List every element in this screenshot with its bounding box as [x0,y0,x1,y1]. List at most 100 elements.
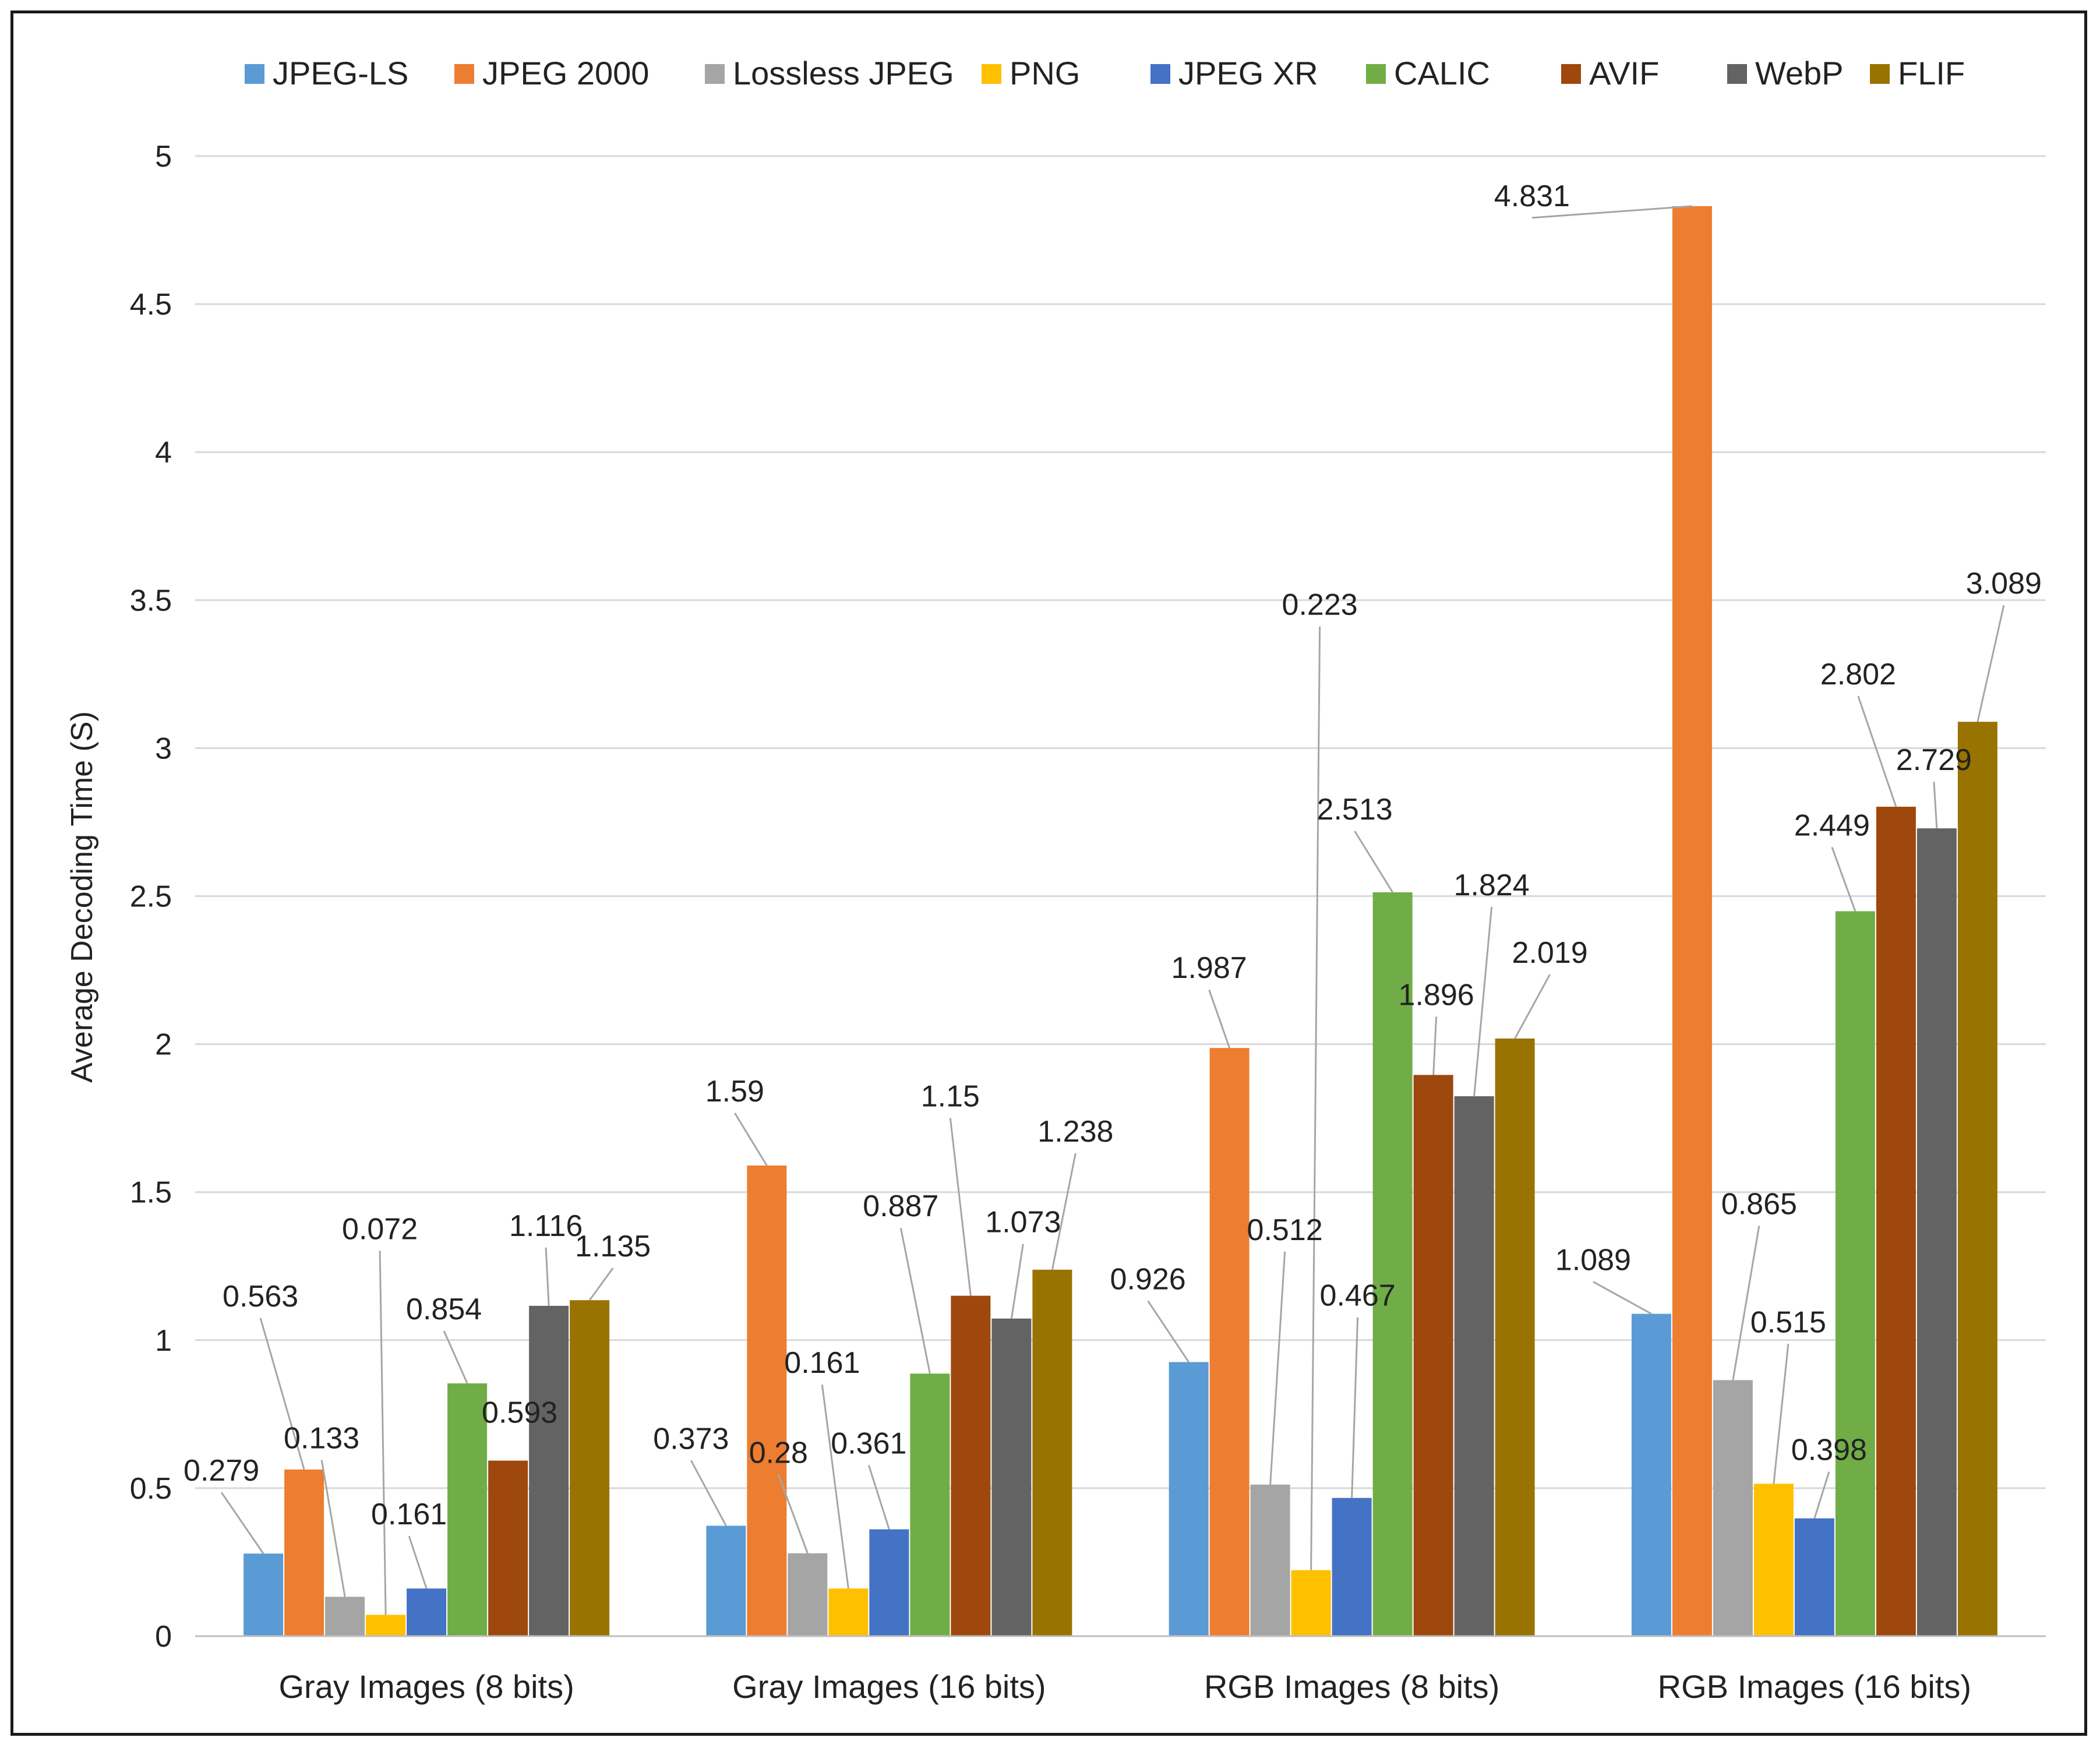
legend-swatch [245,64,264,84]
bar [910,1373,950,1636]
data-label: 0.865 [1721,1187,1797,1221]
data-label: 1.089 [1555,1244,1631,1277]
leader-line [899,1227,931,1374]
leader-line [1831,846,1857,912]
bar [1332,1498,1372,1636]
bar [1032,1269,1072,1636]
leader-line [1051,1153,1077,1270]
y-tick-label: 1.5 [130,1176,172,1210]
legend-label: JPEG 2000 [482,55,649,91]
legend-swatch [1561,64,1581,84]
bar [951,1295,991,1636]
data-label: 3.089 [1966,567,2042,601]
data-label: 0.072 [342,1212,418,1246]
data-label: 1.824 [1454,868,1530,902]
bar [869,1529,909,1636]
leader-line [949,1118,972,1296]
bar [447,1383,488,1636]
data-label: 4.831 [1494,179,1570,213]
legend-label: Lossless JPEG [733,55,954,91]
legend-label: JPEG XR [1178,55,1318,91]
bar [788,1553,828,1636]
bar [1413,1075,1453,1636]
data-label: 0.887 [863,1189,938,1223]
legend-label: CALIC [1394,55,1490,91]
data-label: 0.512 [1247,1213,1323,1247]
y-tick-label: 2 [155,1028,172,1062]
leader-line [545,1247,550,1306]
legend-swatch [1870,64,1890,84]
leader-line [1010,1244,1024,1319]
bar [243,1553,284,1636]
data-label: 1.073 [985,1206,1061,1240]
bar [1713,1380,1753,1636]
bar [1495,1038,1535,1636]
bar [1454,1096,1494,1636]
bar [1753,1484,1794,1636]
data-label: 1.987 [1171,951,1247,985]
data-label: 1.15 [921,1080,980,1114]
legend-label: AVIF [1589,55,1659,91]
legend-label: FLIF [1898,55,1965,91]
bar [488,1460,528,1636]
leader-line [1351,1317,1359,1498]
leader-line [1473,906,1493,1097]
y-tick-label: 1 [155,1324,172,1358]
leader-line [379,1251,387,1615]
y-tick-label: 3.5 [130,584,172,617]
y-tick-label: 4.5 [130,288,172,322]
data-label: 2.513 [1317,793,1393,827]
leader-line [1147,1300,1190,1363]
bar [366,1615,406,1636]
data-label: 1.896 [1399,978,1474,1012]
bar [1169,1362,1209,1636]
legend-swatch [982,64,1001,84]
leader-line [1310,626,1321,1570]
data-label: 1.135 [575,1230,651,1263]
bars [243,206,1997,1637]
bar [747,1165,787,1636]
leader-line [1208,989,1231,1048]
leader-line [220,1492,264,1555]
legend-swatch [705,64,725,84]
data-label: 0.593 [482,1396,557,1430]
legend-swatch [1366,64,1386,84]
leader-line [1813,1471,1830,1519]
x-category-label: RGB Images (16 bits) [1658,1668,1971,1705]
leader-line [690,1460,727,1527]
leader-line [408,1535,428,1589]
data-label: 0.361 [831,1427,906,1461]
data-label: 2.729 [1896,743,1972,777]
y-tick-label: 2.5 [130,880,172,914]
data-label: 1.238 [1037,1115,1113,1149]
leader-line [1514,974,1551,1039]
y-tick-label: 5 [155,140,172,174]
data-label: 0.467 [1320,1279,1396,1313]
data-label: 0.161 [371,1498,447,1531]
leader-line [1354,831,1393,893]
data-label: 0.926 [1110,1262,1186,1296]
data-label: 1.116 [509,1209,583,1243]
bar [991,1318,1032,1636]
leader-line [1977,605,2005,722]
y-tick-label: 0 [155,1620,172,1654]
data-label: 0.373 [653,1422,729,1456]
data-label: 0.223 [1282,588,1358,622]
bar [1835,911,1875,1636]
x-category-label: Gray Images (8 bits) [278,1668,574,1705]
leader-line [588,1267,614,1301]
data-label: 0.28 [749,1436,808,1470]
leader-line [1593,1281,1652,1315]
legend-label: JPEG-LS [273,55,408,91]
bar [284,1469,324,1636]
leader-line [320,1460,346,1597]
y-axis-title: Average Decoding Time (S) [65,711,99,1083]
bar [828,1588,869,1636]
data-label: 2.019 [1512,936,1588,970]
y-tick-label: 3 [155,732,172,765]
legend-swatch [1150,64,1170,84]
leader-line [867,1465,890,1530]
legend-swatch [454,64,474,84]
data-label: 2.449 [1794,808,1870,842]
